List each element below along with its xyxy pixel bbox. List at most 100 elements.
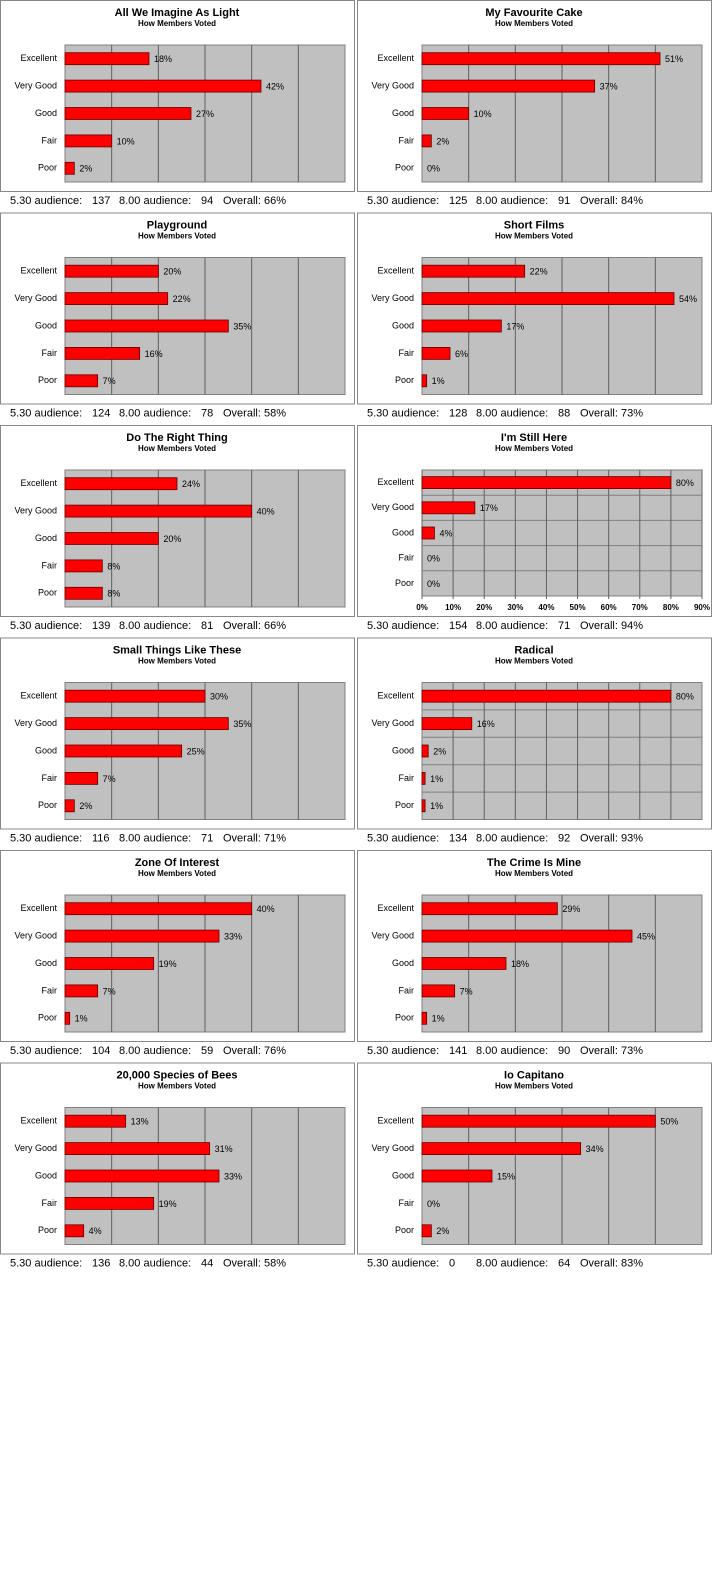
value-label: 19%	[159, 1199, 177, 1209]
bar	[421, 689, 672, 703]
plot-area	[421, 469, 703, 597]
bar	[421, 717, 473, 730]
footer-overall: Overall: 73%	[580, 1045, 643, 1057]
x-tick-label: 50%	[570, 603, 586, 612]
category-label: Excellent	[20, 903, 57, 913]
value-label: 18%	[154, 54, 172, 64]
plot-area	[421, 682, 703, 820]
bar	[64, 1114, 127, 1128]
value-label: 16%	[477, 719, 495, 729]
footer-label: 5.30 audience:	[367, 832, 439, 844]
category-label: Poor	[38, 375, 57, 385]
footer-value: 71	[558, 620, 570, 632]
category-label: Excellent	[377, 903, 414, 913]
category-label: Good	[392, 1170, 414, 1180]
value-label: 18%	[511, 959, 529, 969]
value-label: 4%	[89, 1226, 102, 1236]
bar	[64, 929, 220, 943]
value-label: 7%	[460, 986, 473, 996]
category-label: Excellent	[20, 478, 57, 488]
value-label: 33%	[224, 931, 242, 941]
value-label: 10%	[117, 136, 135, 146]
category-label: Fair	[399, 553, 415, 563]
bar	[64, 374, 99, 388]
footer-value: 78	[201, 407, 213, 419]
value-label: 15%	[497, 1171, 515, 1181]
category-label: Very Good	[14, 80, 57, 90]
bar	[421, 772, 426, 785]
footer-label: 8.00 audience:	[119, 1045, 191, 1057]
bar	[64, 264, 159, 278]
bar	[64, 79, 262, 93]
bar	[64, 772, 99, 785]
value-label: 51%	[665, 54, 683, 64]
bar	[64, 559, 103, 573]
footer-overall: Overall: 73%	[580, 407, 643, 419]
footer-label: 8.00 audience:	[119, 1257, 191, 1269]
value-label: 17%	[506, 321, 524, 331]
chart-title: Radical	[514, 644, 553, 656]
value-label: 1%	[430, 801, 443, 811]
category-label: Fair	[399, 985, 415, 995]
value-label: 7%	[103, 774, 116, 784]
bar	[421, 1224, 432, 1238]
category-label: Good	[392, 745, 414, 755]
category-label: Poor	[395, 800, 414, 810]
category-label: Poor	[38, 588, 57, 598]
value-label: 80%	[676, 692, 694, 702]
category-label: Poor	[395, 578, 414, 588]
bar	[421, 1142, 582, 1155]
bar	[421, 1114, 656, 1128]
footer-label: 8.00 audience:	[476, 407, 548, 419]
value-label: 35%	[233, 321, 251, 331]
value-label: 37%	[600, 81, 618, 91]
category-label: Excellent	[20, 1116, 57, 1126]
category-label: Very Good	[371, 1143, 414, 1153]
footer-label: 8.00 audience:	[476, 195, 548, 207]
bar	[64, 689, 206, 703]
category-label: Excellent	[377, 1116, 414, 1126]
bar	[64, 799, 75, 813]
bar	[421, 476, 672, 490]
category-label: Fair	[42, 348, 58, 358]
value-label: 22%	[530, 267, 548, 277]
chart-title: I'm Still Here	[501, 432, 567, 444]
bar	[421, 107, 470, 120]
footer-overall: Overall: 83%	[580, 1257, 643, 1269]
value-label: 8%	[107, 561, 120, 571]
category-label: Excellent	[20, 266, 57, 276]
value-label: 2%	[436, 1226, 449, 1236]
chart-title: Io Capitano	[504, 1069, 564, 1081]
footer-value: 81	[201, 620, 213, 632]
bar	[64, 1224, 85, 1238]
footer-label: 8.00 audience:	[119, 620, 191, 632]
category-label: Good	[392, 108, 414, 118]
category-label: Good	[35, 108, 57, 118]
category-label: Good	[392, 958, 414, 968]
footer-value: 124	[92, 407, 110, 419]
chart-title: 20,000 Species of Bees	[116, 1069, 237, 1081]
chart-subtitle: How Members Voted	[495, 1082, 573, 1091]
value-label: 1%	[432, 1014, 445, 1024]
footer-overall: Overall: 66%	[223, 620, 286, 632]
bar	[64, 586, 103, 600]
value-label: 0%	[427, 164, 440, 174]
chart-subtitle: How Members Voted	[495, 444, 573, 453]
value-label: 7%	[103, 376, 116, 386]
footer-value: 104	[92, 1045, 110, 1057]
value-label: 27%	[196, 109, 214, 119]
value-label: 2%	[79, 801, 92, 811]
value-label: 13%	[131, 1117, 149, 1127]
value-label: 42%	[266, 81, 284, 91]
category-label: Poor	[38, 800, 57, 810]
category-label: Fair	[42, 1198, 58, 1208]
footer-label: 8.00 audience:	[119, 832, 191, 844]
footer-label: 5.30 audience:	[10, 1045, 82, 1057]
footer-value: 139	[92, 620, 110, 632]
value-label: 2%	[436, 136, 449, 146]
category-label: Very Good	[371, 502, 414, 512]
value-label: 30%	[210, 692, 228, 702]
value-label: 2%	[433, 746, 446, 756]
chart-title: My Favourite Cake	[485, 7, 582, 19]
footer-label: 8.00 audience:	[476, 832, 548, 844]
